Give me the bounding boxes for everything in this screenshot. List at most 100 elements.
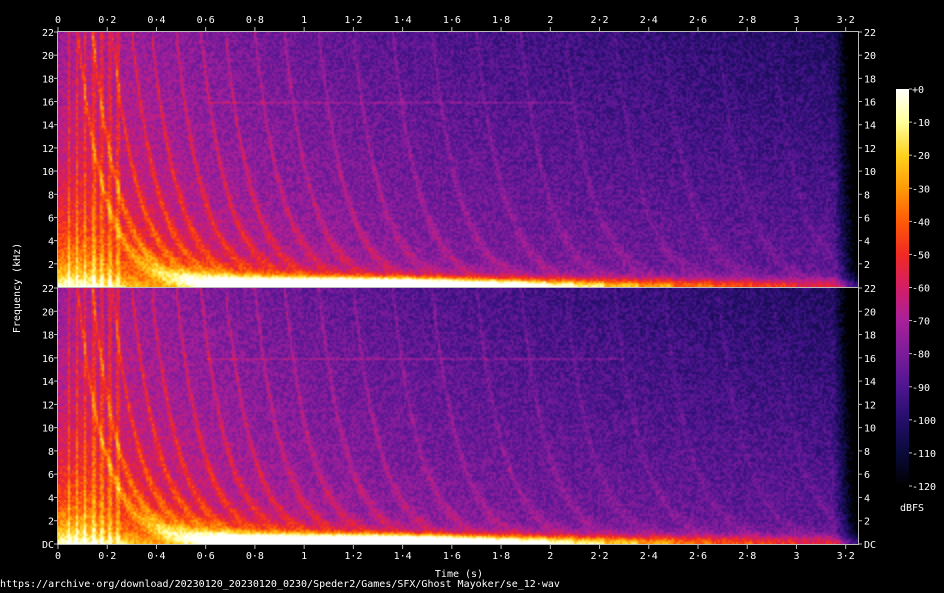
y-tick-label-right: 4 <box>864 237 870 248</box>
y-tick-label-right: 22 <box>864 284 876 295</box>
y-tick-label-right: 20 <box>864 307 876 318</box>
colorbar-tick-label: -60 <box>912 284 930 295</box>
x-tick-label-bottom: 0·8 <box>246 551 264 562</box>
y-tick-label-left: 18 <box>42 331 54 342</box>
y-tick-label-right: 8 <box>864 447 870 458</box>
y-tick-label-left: 6 <box>48 470 54 481</box>
x-tick-label-bottom: 0·4 <box>147 551 165 562</box>
x-tick-label-top: 1 <box>301 15 307 26</box>
colorbar-tick-label: -120 <box>912 482 936 493</box>
y-tick-label-right: 22 <box>864 28 876 39</box>
x-tick-label-top: 3·2 <box>837 15 855 26</box>
colorbar-label: dBFS <box>900 503 924 514</box>
x-tick-label-top: 0 <box>55 15 61 26</box>
colorbar-tick-label: -10 <box>912 118 930 129</box>
y-tick-label-left: 10 <box>42 424 54 435</box>
colorbar-tick-label: -20 <box>912 151 930 162</box>
spectrogram-channel-1 <box>58 32 858 287</box>
y-tick-label-right: 10 <box>864 167 876 178</box>
y-tick-label-right: 20 <box>864 51 876 62</box>
y-tick-label-left: 14 <box>42 121 54 132</box>
y-tick-label-right: 4 <box>864 493 870 504</box>
y-tick-label-right: 16 <box>864 354 876 365</box>
y-tick-label-left: 10 <box>42 167 54 178</box>
y-tick-label-right: 14 <box>864 377 876 388</box>
y-tick-label-right: 8 <box>864 190 870 201</box>
y-tick-label-right: 2 <box>864 260 870 271</box>
y-tick-label-right: 14 <box>864 121 876 132</box>
x-tick-label-bottom: 2 <box>547 551 553 562</box>
y-tick-label-left: DC <box>42 540 54 551</box>
y-tick-label-left: 2 <box>48 260 54 271</box>
x-tick-label-top: 2 <box>547 15 553 26</box>
x-tick-label-bottom: 1·8 <box>492 551 510 562</box>
y-tick-label-left: 16 <box>42 354 54 365</box>
y-tick-label-right: 12 <box>864 144 876 155</box>
x-tick-label-bottom: 0·2 <box>98 551 116 562</box>
y-tick-label-left: 20 <box>42 51 54 62</box>
y-tick-label-left: 8 <box>48 447 54 458</box>
x-tick-label-top: 0·4 <box>147 15 165 26</box>
y-tick-label-right: 2 <box>864 517 870 528</box>
y-tick-label-left: 4 <box>48 237 54 248</box>
x-tick-label-bottom: 3 <box>793 551 799 562</box>
y-tick-label-left: 16 <box>42 98 54 109</box>
y-tick-label-right: 16 <box>864 98 876 109</box>
x-tick-label-bottom: 2·8 <box>738 551 756 562</box>
x-tick-label-top: 1·8 <box>492 15 510 26</box>
y-tick-label-left: 20 <box>42 307 54 318</box>
x-tick-label-top: 2·4 <box>640 15 658 26</box>
y-tick-label-right: 6 <box>864 470 870 481</box>
x-tick-label-top: 2·8 <box>738 15 756 26</box>
x-tick-label-top: 1·6 <box>443 15 461 26</box>
source-url: https://archive·org/download/20230120_20… <box>0 579 560 590</box>
x-tick-label-bottom: 2·4 <box>640 551 658 562</box>
colorbar-tick-label: -90 <box>912 383 930 394</box>
x-tick-label-bottom: 1 <box>301 551 307 562</box>
y-tick-label-left: 12 <box>42 144 54 155</box>
x-tick-label-top: 3 <box>793 15 799 26</box>
colorbar-tick-label: -30 <box>912 184 930 195</box>
colorbar-tick-label: -50 <box>912 250 930 261</box>
colorbar <box>896 89 909 486</box>
y-axis-label: Frequency (kHz) <box>12 243 23 333</box>
x-tick-label-top: 1·2 <box>344 15 362 26</box>
x-tick-label-bottom: 1·4 <box>394 551 412 562</box>
x-tick-label-bottom: 2·6 <box>689 551 707 562</box>
y-tick-label-left: 2 <box>48 517 54 528</box>
x-tick-label-bottom: 1·6 <box>443 551 461 562</box>
y-tick-label-left: 22 <box>42 284 54 295</box>
y-tick-label-left: 6 <box>48 213 54 224</box>
colorbar-tick-label: +0 <box>912 85 924 96</box>
colorbar-tick-label: -110 <box>912 449 936 460</box>
y-tick-label-left: 8 <box>48 190 54 201</box>
y-tick-label-right: 6 <box>864 213 870 224</box>
colorbar-tick-label: -70 <box>912 317 930 328</box>
y-tick-label-left: 14 <box>42 377 54 388</box>
y-tick-label-left: 12 <box>42 400 54 411</box>
x-tick-label-bottom: 0 <box>55 551 61 562</box>
y-tick-label-right: 18 <box>864 331 876 342</box>
x-tick-label-bottom: 3·2 <box>837 551 855 562</box>
x-axis-label: Time (s) <box>435 569 483 580</box>
plot-frame <box>57 287 859 545</box>
colorbar-tick-label: -100 <box>912 416 936 427</box>
spectrogram-channel-2 <box>58 288 858 544</box>
colorbar-tick-label: -40 <box>912 217 930 228</box>
y-tick-label-right: DC <box>864 540 876 551</box>
x-tick-label-bottom: 2·2 <box>591 551 609 562</box>
x-tick-label-top: 0·6 <box>197 15 215 26</box>
y-tick-label-left: 18 <box>42 74 54 85</box>
x-tick-label-bottom: 1·2 <box>344 551 362 562</box>
x-tick-label-top: 0·2 <box>98 15 116 26</box>
y-tick-label-left: 22 <box>42 28 54 39</box>
y-tick-label-right: 12 <box>864 400 876 411</box>
y-tick-label-left: 4 <box>48 493 54 504</box>
x-tick-label-bottom: 0·6 <box>197 551 215 562</box>
x-tick-label-top: 0·8 <box>246 15 264 26</box>
y-tick-label-right: 18 <box>864 74 876 85</box>
y-tick-label-right: 10 <box>864 424 876 435</box>
x-tick-label-top: 1·4 <box>394 15 412 26</box>
x-tick-label-top: 2·2 <box>591 15 609 26</box>
